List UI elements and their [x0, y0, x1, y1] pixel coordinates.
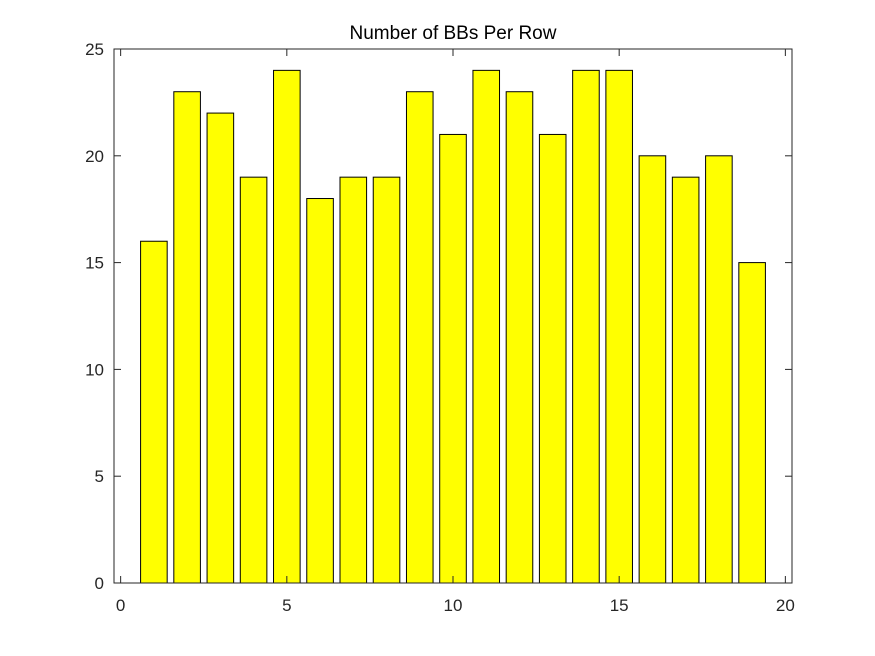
- bar: [405, 91, 434, 584]
- x-tick-label: 10: [444, 596, 463, 615]
- bar: [173, 91, 201, 584]
- y-tick-label: 25: [85, 40, 104, 59]
- x-tick-label: 20: [776, 596, 795, 615]
- bar: [605, 69, 633, 584]
- y-tick-label: 0: [95, 574, 104, 593]
- bar: [538, 133, 567, 584]
- ticks-layer: 0 5 10 15 20 0 5 10 15 20 25: [85, 40, 795, 615]
- y-tick-label: 5: [95, 467, 104, 486]
- bar: [206, 112, 235, 584]
- bar: [273, 69, 301, 584]
- y-tick-label: 20: [85, 147, 104, 166]
- bar: [671, 176, 700, 584]
- bar: [472, 69, 501, 584]
- x-tick-label: 5: [282, 596, 291, 615]
- bar: [306, 198, 334, 584]
- bar: [572, 69, 600, 584]
- bar: [339, 176, 368, 584]
- bar: [140, 240, 168, 584]
- bars-layer: [140, 69, 766, 584]
- bar: [439, 133, 467, 584]
- bar: [372, 176, 401, 584]
- bar: [505, 91, 534, 584]
- y-tick-label: 10: [85, 360, 104, 379]
- x-tick-label: 0: [116, 596, 125, 615]
- chart-title: Number of BBs Per Row: [350, 23, 557, 44]
- bar: [705, 155, 733, 584]
- x-tick-label: 15: [610, 596, 629, 615]
- bar: [738, 262, 766, 584]
- y-tick-label: 15: [85, 254, 104, 273]
- bar: [239, 176, 268, 584]
- bar: [638, 155, 667, 584]
